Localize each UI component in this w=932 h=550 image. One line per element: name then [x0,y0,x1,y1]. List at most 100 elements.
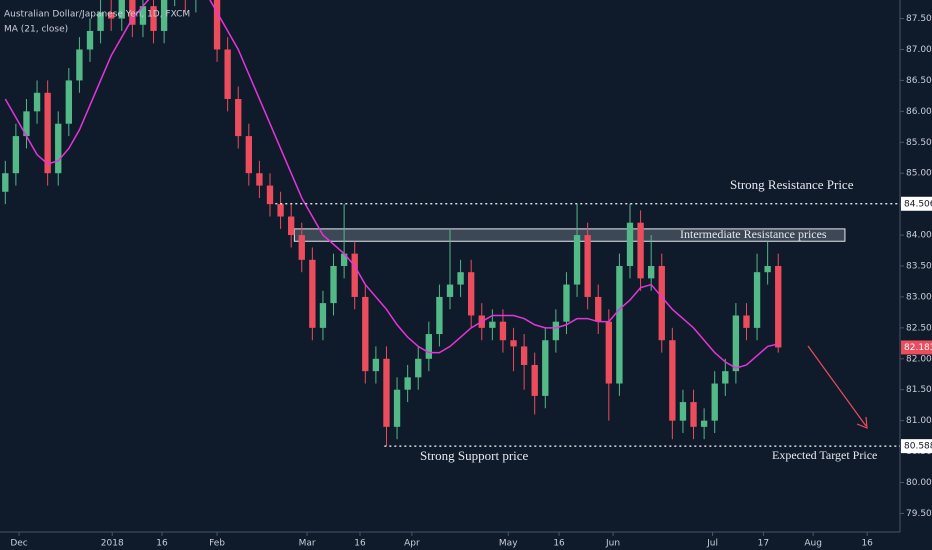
resistance-price-tag [901,196,932,211]
target-annotation: Expected Target Price [772,448,877,462]
support-annotation: Strong Support price [420,448,529,463]
candle-body [351,253,358,297]
y-tick-label: 82.000 [906,354,932,364]
candle-body [605,321,612,384]
candle-body [669,340,676,421]
y-tick-label: 84.000 [906,231,932,241]
y-tick-label: 83.000 [906,292,932,302]
candle-body [510,340,517,347]
candle-body [468,272,475,316]
candle-body [573,235,581,285]
candle-body [55,123,62,174]
indicator-label: MA (21, close) [4,25,68,35]
candle-body [626,222,634,266]
x-tick-label: 16 [354,539,366,549]
resistance-annotation: Strong Resistance Price [730,177,854,192]
y-tick-label: 81.000 [906,416,932,426]
candle-body [76,49,83,81]
x-tick-label: Aug [804,539,822,549]
resistance-zone [293,228,846,242]
candle-body [224,49,231,99]
x-tick-label: 16 [861,539,873,549]
candle-body [489,321,496,328]
y-tick-label: 82.500 [906,323,932,333]
candle-body [23,111,30,137]
candle-body [775,266,782,348]
last-price-tag [901,340,932,355]
axes: 79.50080.00080.50081.00081.50082.00082.5… [10,14,932,549]
x-tick-label: May [499,539,518,549]
y-tick-label: 86.500 [906,76,932,86]
candle-body [65,80,72,124]
candle-body [118,0,125,19]
candle-body [415,358,422,378]
candle-body [160,0,168,31]
candle-body [711,383,718,421]
candle-body [690,402,697,427]
support-price-tag [901,439,932,454]
y-tick-label: 87.000 [906,45,932,55]
x-tick-label: Jun [605,539,620,549]
candle-body [743,315,750,328]
x-tick-label: Apr [404,539,420,549]
candle-body [383,358,390,427]
candle-body [499,321,507,341]
plot-area [2,0,846,447]
candle-body [732,315,740,372]
y-tick-label: 87.500 [906,14,932,24]
x-tick-label: 2018 [101,539,124,549]
candle-body [404,377,411,390]
candle-body [658,266,665,341]
zone-annotation: Intermediate Resistance prices [680,227,827,241]
candle-body [139,6,147,25]
candle-body [108,12,115,19]
candle-body [235,98,242,137]
candle-body [277,204,284,217]
y-tick-label: 86.000 [906,107,932,117]
x-tick-label: 16 [553,539,565,549]
y-tick-label: 79.500 [906,509,932,519]
candle-body [457,272,464,285]
candle-body [372,358,380,372]
arrow-head [856,416,868,429]
moving-average [4,0,779,369]
candle-body [436,296,443,335]
candle-body [753,272,761,328]
candle-body [552,321,560,341]
x-tick-label: Feb [209,539,225,549]
x-tick-label: 17 [758,539,769,549]
candle-body [520,346,528,365]
candle-body [722,371,729,384]
candle-body [648,266,655,279]
resistance-price-label: 84.506 [904,199,932,209]
candle-body [288,216,295,236]
candle-body [616,266,623,384]
candle-body [33,92,41,112]
candle-body [584,235,591,297]
candle-body [129,0,136,25]
last-price-label: 82.183 [904,343,932,353]
candle-body [764,266,771,273]
candle-body [245,136,252,174]
candle-body [340,253,348,266]
candle-body [542,340,549,396]
arrow [807,345,867,427]
candle-body [446,284,454,297]
y-tick-label: 85.000 [906,169,932,179]
x-tick-label: Jul [706,539,718,549]
candle-body [97,12,104,31]
candle-body [213,0,221,50]
y-tick-label: 85.500 [906,138,932,148]
candle-body [330,266,337,304]
candle-body [2,173,9,192]
x-tick-label: Dec [10,539,27,549]
candle-body [256,173,263,186]
candle-body [150,6,157,31]
candle-body [700,420,708,427]
candle-body [679,402,687,421]
candle-body [393,389,401,427]
chart-title: Australian Dollar/Japanese Yen, 1D, FXCM [4,10,190,20]
candle-body [44,92,51,174]
